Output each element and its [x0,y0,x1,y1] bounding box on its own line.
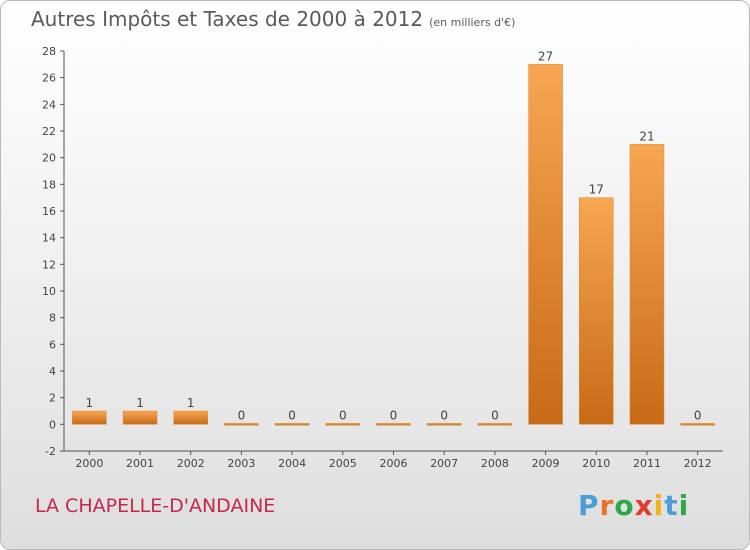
bar-value-label: 0 [238,408,246,422]
y-tick-label: 12 [42,258,56,271]
x-tick-label: 2000 [75,457,103,470]
chart-title-text: Autres Impôts et Taxes de 2000 à 2012 [31,7,424,31]
y-tick-label: 16 [42,205,56,218]
x-tick-label: 2009 [532,457,560,470]
bar-value-label: 1 [86,396,94,410]
bar [274,423,310,426]
bar [680,423,715,426]
bar-value-label: 0 [288,408,296,422]
y-tick-label: 22 [42,125,56,138]
bar [122,410,158,425]
y-tick-label: 20 [42,152,56,165]
chart-unit: (en milliers d'€) [429,16,516,29]
bar-value-label: 1 [136,396,144,410]
bar [325,423,361,426]
bar [173,410,208,425]
y-tick-label: 18 [42,178,56,191]
y-tick-label: 24 [42,98,56,111]
x-tick-label: 2001 [126,457,154,470]
bar-value-label: 0 [339,408,347,422]
chart-title: Autres Impôts et Taxes de 2000 à 2012 (en… [31,7,515,31]
x-tick-label: 2003 [227,457,255,470]
bar [579,197,614,425]
logo-letter: o [614,489,635,522]
x-tick-label: 2006 [380,457,408,470]
bar [629,144,665,425]
logo-letter: P [578,489,600,522]
y-tick-label: 14 [42,232,56,245]
y-tick-label: 4 [49,365,56,378]
logo-letter: r [599,489,615,522]
y-tick-label: 6 [49,338,56,351]
bar-value-label: 0 [390,408,398,422]
bar-value-label: 0 [440,408,448,422]
y-tick-label: 26 [42,72,56,85]
commune-name: LA CHAPELLE-D'ANDAINE [35,495,276,517]
x-tick-label: 2004 [278,457,306,470]
logo-letter: i [653,489,665,522]
proxiti-logo: Proxiti [578,489,689,522]
x-tick-label: 2005 [329,457,357,470]
bar-value-label: 27 [538,49,553,63]
bar-value-label: 17 [589,183,604,197]
bar [528,64,563,425]
bar-value-label: 21 [639,129,654,143]
x-tick-label: 2008 [481,457,509,470]
bar-value-label: 0 [694,408,702,422]
bar [376,423,411,426]
y-tick-label: 28 [42,45,56,58]
logo-letter: x [634,489,654,522]
y-tick-label: 8 [49,312,56,325]
bar-value-label: 1 [187,396,195,410]
logo-letter: t [664,489,679,522]
bar-value-label: 0 [491,408,499,422]
bar [72,410,107,425]
x-tick-label: 2002 [177,457,205,470]
x-tick-label: 2012 [684,457,712,470]
y-tick-label: 10 [42,285,56,298]
bar [477,423,513,426]
bar [224,423,259,426]
y-tick-label: -2 [45,445,56,458]
bar [426,423,462,426]
x-tick-label: 2011 [633,457,661,470]
y-tick-label: 2 [49,392,56,405]
x-tick-label: 2010 [582,457,610,470]
y-tick-label: 0 [49,418,56,431]
logo-letter: i [678,489,690,522]
x-tick-label: 2007 [430,457,458,470]
